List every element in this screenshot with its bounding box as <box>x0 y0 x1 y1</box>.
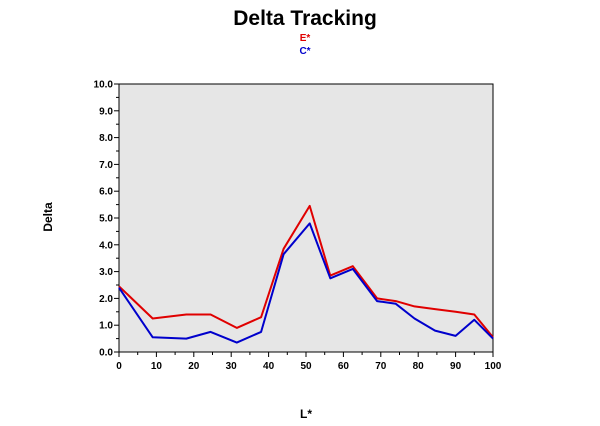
x-tick-label: 60 <box>338 361 350 372</box>
y-tick-label: 10.0 <box>94 80 114 91</box>
y-tick-label: 3.0 <box>99 267 113 278</box>
x-tick-label: 20 <box>188 361 200 372</box>
y-tick-label: 7.0 <box>99 160 113 171</box>
y-axis-title: Delta <box>41 202 55 232</box>
x-axis-title: L* <box>300 407 312 421</box>
x-tick-label: 100 <box>485 361 502 372</box>
legend-entry-c: C* <box>299 46 310 57</box>
legend-entry-e: E* <box>300 33 311 44</box>
x-tick-label: 30 <box>226 361 238 372</box>
x-tick-label: 40 <box>263 361 275 372</box>
y-tick-label: 2.0 <box>99 294 113 305</box>
x-axis: 0 10 20 30 40 50 60 70 80 90 100 <box>116 352 502 372</box>
x-tick-label: 90 <box>450 361 462 372</box>
y-tick-label: 6.0 <box>99 187 113 198</box>
series-line-c <box>118 222 494 344</box>
x-tick-label: 70 <box>375 361 387 372</box>
x-tick-label: 80 <box>413 361 425 372</box>
series-layer <box>118 204 494 344</box>
y-axis: 0.0 1.0 2.0 3.0 4.0 5.0 6.0 7.0 8.0 9.0 10.0 <box>94 80 119 359</box>
y-tick-label: 4.0 <box>99 240 113 251</box>
y-tick-label: 1.0 <box>99 321 113 332</box>
chart-title: Delta Tracking <box>233 7 377 30</box>
plot-area <box>118 83 494 353</box>
y-tick-label: 8.0 <box>99 133 113 144</box>
y-tick-label: 0.0 <box>99 348 113 359</box>
x-tick-label: 10 <box>151 361 163 372</box>
y-tick-label: 9.0 <box>99 106 113 117</box>
x-tick-label: 50 <box>300 361 312 372</box>
x-tick-label: 0 <box>116 361 122 372</box>
y-tick-label: 5.0 <box>99 214 113 225</box>
